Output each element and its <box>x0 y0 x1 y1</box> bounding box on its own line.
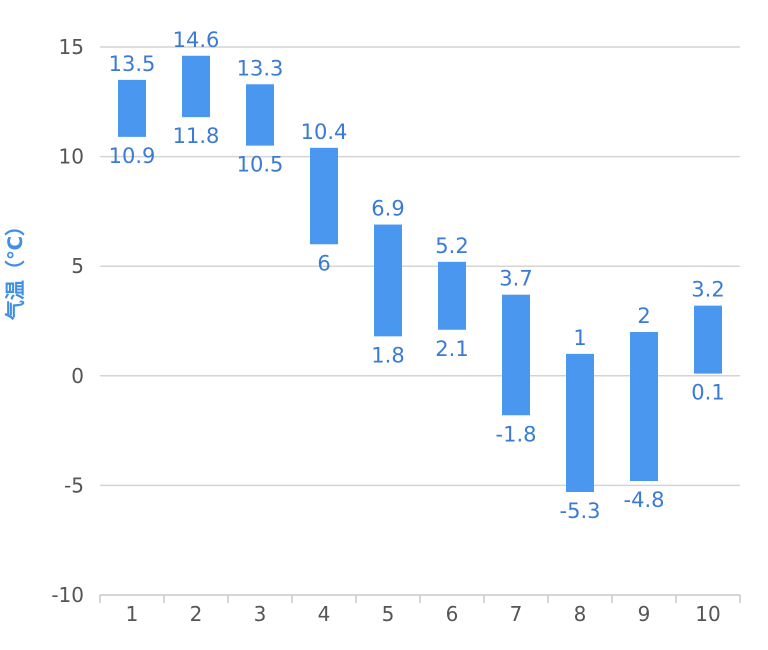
x-tick-label: 9 <box>638 602 651 626</box>
high-value-label: 5.2 <box>435 234 468 258</box>
y-tick-label: 15 <box>59 35 84 59</box>
low-value-label: -5.3 <box>560 499 601 523</box>
y-tick-label: 5 <box>71 254 84 278</box>
low-value-label: 6 <box>317 251 330 275</box>
range-bar[interactable] <box>566 353 594 492</box>
high-value-label: 14.6 <box>173 28 220 52</box>
x-tick-label: 6 <box>446 602 459 626</box>
x-axis-tick-labels: 1 2 3 4 5 6 7 8 9 10 <box>126 602 721 626</box>
range-bar[interactable] <box>630 331 658 482</box>
x-tick-label: 10 <box>695 602 720 626</box>
high-value-label: 10.4 <box>301 120 348 144</box>
high-value-label: 2 <box>637 304 650 328</box>
high-value-label: 3.2 <box>691 278 724 302</box>
x-axis <box>99 594 741 603</box>
y-tick-label: -10 <box>51 583 84 607</box>
high-value-label: 13.3 <box>237 56 284 80</box>
range-bar[interactable] <box>310 147 338 245</box>
high-value-label: 3.7 <box>499 267 532 291</box>
range-bar[interactable] <box>438 261 466 330</box>
x-tick-label: 7 <box>510 602 523 626</box>
x-tick-label: 8 <box>574 602 587 626</box>
low-value-label: 10.5 <box>237 153 284 177</box>
y-tick-label: 0 <box>71 364 84 388</box>
y-tick-label: 10 <box>59 145 84 169</box>
range-bar[interactable] <box>246 84 274 146</box>
range-bar[interactable] <box>502 294 530 416</box>
x-tick-label: 1 <box>126 602 139 626</box>
high-value-label: 13.5 <box>109 52 156 76</box>
x-tick-label: 5 <box>382 602 395 626</box>
data-labels: 13.5 10.9 14.6 11.8 13.3 10.5 10.4 6 6.9 1.8 5.2 2.… <box>109 28 725 523</box>
high-value-label: 6.9 <box>371 197 404 221</box>
range-bar[interactable] <box>118 79 146 137</box>
y-axis-tick-labels: 15 10 5 0 -5 -10 <box>51 35 84 607</box>
low-value-label: 0.1 <box>691 381 724 405</box>
range-bars <box>118 55 722 492</box>
range-bar[interactable] <box>374 224 402 337</box>
x-tick-label: 4 <box>318 602 331 626</box>
x-tick-label: 2 <box>190 602 203 626</box>
low-value-label: 1.8 <box>371 343 404 367</box>
low-value-label: 11.8 <box>173 124 220 148</box>
x-tick-label: 3 <box>254 602 267 626</box>
low-value-label: 10.9 <box>109 144 156 168</box>
low-value-label: -4.8 <box>624 488 665 512</box>
low-value-label: 2.1 <box>435 337 468 361</box>
y-tick-label: -5 <box>64 473 84 497</box>
y-axis-title: 气温（℃） <box>3 216 27 321</box>
high-value-label: 1 <box>573 326 586 350</box>
range-bar[interactable] <box>694 305 722 374</box>
low-value-label: -1.8 <box>496 422 537 446</box>
range-bar[interactable] <box>182 55 210 118</box>
